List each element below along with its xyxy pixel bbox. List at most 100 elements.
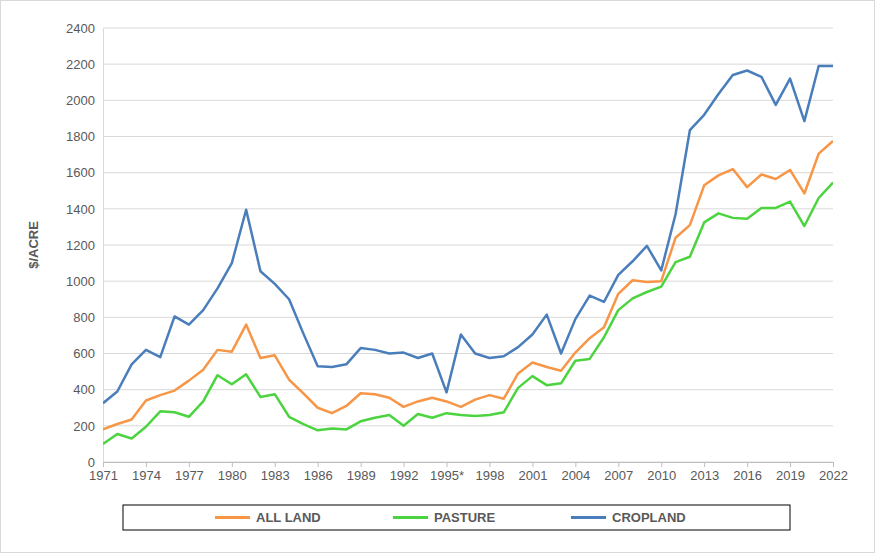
x-tick: 2010	[647, 462, 676, 483]
grid-line	[103, 389, 833, 390]
chart: 0200400600800100012001400160018002000220…	[0, 0, 875, 553]
legend-label: ALL LAND	[256, 510, 321, 525]
legend-label: CROPLAND	[612, 510, 686, 525]
y-tick: 2000	[66, 93, 103, 108]
y-tick: 1400	[66, 201, 103, 216]
grid-line	[103, 208, 833, 209]
x-tick: 1974	[132, 462, 161, 483]
grid-line	[103, 245, 833, 246]
y-axis-title: $/ACRE	[26, 221, 41, 269]
x-tick-label: 2007	[604, 468, 633, 483]
grid-line	[103, 317, 833, 318]
y-tick-label: 2400	[66, 21, 95, 36]
y-tick-label: 1400	[66, 201, 95, 216]
x-tick: 2019	[776, 462, 805, 483]
y-tick-label: 600	[73, 346, 95, 361]
x-tick-mark	[489, 462, 490, 467]
x-tick: 2004	[561, 462, 590, 483]
x-tick-mark	[747, 462, 748, 467]
x-tick-mark	[189, 462, 190, 467]
x-tick: 2007	[604, 462, 633, 483]
x-tick: 1995*	[430, 462, 464, 483]
grid-line	[103, 425, 833, 426]
x-tick-label: 2004	[561, 468, 590, 483]
x-tick-mark	[661, 462, 662, 467]
x-axis-line	[104, 462, 834, 463]
x-tick-label: 1989	[347, 468, 376, 483]
x-tick-mark	[275, 462, 276, 467]
legend-item: PASTURE	[393, 510, 495, 525]
x-tick: 1980	[218, 462, 247, 483]
y-axis-line	[103, 29, 104, 463]
x-tick-mark	[103, 462, 104, 467]
y-tick: 1600	[66, 165, 103, 180]
x-tick-label: 2013	[690, 468, 719, 483]
x-tick: 1977	[175, 462, 204, 483]
y-tick-label: 2200	[66, 57, 95, 72]
y-tick: 800	[73, 310, 103, 325]
x-tick-mark	[146, 462, 147, 467]
x-tick-mark	[318, 462, 319, 467]
legend-swatch	[571, 516, 606, 519]
x-tick-mark	[232, 462, 233, 467]
x-tick-mark	[833, 462, 834, 467]
legend-item: ALL LAND	[215, 510, 321, 525]
x-tick-mark	[575, 462, 576, 467]
x-tick-label: 1983	[261, 468, 290, 483]
x-tick-mark	[618, 462, 619, 467]
grid-line	[103, 281, 833, 282]
x-tick-label: 1977	[175, 468, 204, 483]
grid-line	[103, 462, 833, 463]
x-axis: 1971 1974 1977 1980 1983 1986 1989 1992 1995* 199…	[89, 462, 848, 483]
legend: ALL LAND PASTURE CROPLAND	[123, 505, 790, 530]
legend-box	[123, 505, 790, 530]
y-tick-label: 1800	[66, 129, 95, 144]
legend-item: CROPLAND	[571, 510, 686, 525]
y-tick: 400	[73, 382, 103, 397]
y-tick-label: 1200	[66, 238, 95, 253]
x-tick-label: 2016	[733, 468, 762, 483]
x-tick-label: 2019	[776, 468, 805, 483]
x-tick-mark	[361, 462, 362, 467]
x-tick-label: 1971	[89, 468, 118, 483]
y-axis: 0200400600800100012001400160018002000220…	[66, 21, 103, 470]
x-tick: 1998	[476, 462, 505, 483]
legend-label: PASTURE	[434, 510, 495, 525]
grid-line	[103, 64, 833, 65]
x-tick-label: 2001	[518, 468, 547, 483]
series-line	[103, 183, 833, 444]
legend-swatch	[215, 516, 250, 519]
grid-line	[103, 353, 833, 354]
y-tick: 2200	[66, 57, 103, 72]
x-tick: 2013	[690, 462, 719, 483]
y-tick-label: 1600	[66, 165, 95, 180]
grid-line	[103, 100, 833, 101]
x-tick-mark	[790, 462, 791, 467]
plot: 0200400600800100012001400160018002000220…	[66, 21, 848, 484]
y-tick: 1800	[66, 129, 103, 144]
chart-border	[1, 1, 875, 553]
x-tick: 2001	[518, 462, 547, 483]
x-tick: 1983	[261, 462, 290, 483]
x-tick-label: 2010	[647, 468, 676, 483]
series-lines	[103, 66, 833, 444]
x-tick-label: 1998	[476, 468, 505, 483]
grid-line	[103, 136, 833, 137]
x-tick-label: 1974	[132, 468, 161, 483]
series-line	[103, 66, 833, 403]
x-tick: 1971	[89, 462, 118, 483]
x-tick-mark	[704, 462, 705, 467]
grid	[103, 28, 833, 462]
y-tick-label: 800	[73, 310, 95, 325]
x-tick-mark	[532, 462, 533, 467]
x-tick: 1989	[347, 462, 376, 483]
x-tick-mark	[447, 462, 448, 467]
x-tick: 2022	[819, 462, 848, 483]
x-tick: 1992	[390, 462, 419, 483]
x-tick: 2016	[733, 462, 762, 483]
y-tick: 1200	[66, 238, 103, 253]
y-tick-label: 2000	[66, 93, 95, 108]
x-tick-mark	[404, 462, 405, 467]
x-tick: 1986	[304, 462, 333, 483]
x-tick-label: 1995*	[430, 468, 464, 483]
